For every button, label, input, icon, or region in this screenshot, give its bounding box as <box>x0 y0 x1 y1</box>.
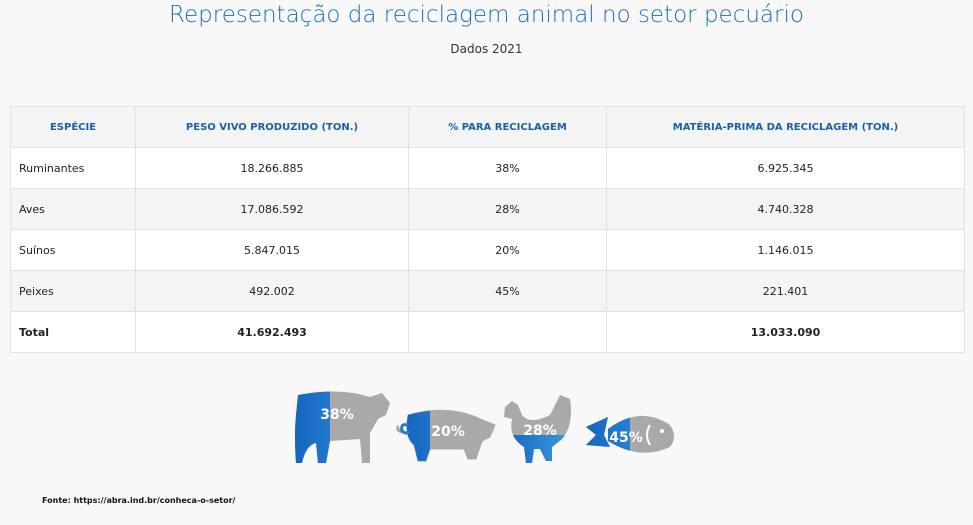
fish-icon: 45% <box>586 415 674 453</box>
icon-label: 38% <box>320 407 354 423</box>
col-header: ESPÉCIE <box>10 106 136 148</box>
cell: 4.740.328 <box>606 188 965 230</box>
icon-label: 28% <box>523 423 557 439</box>
cell: Ruminantes <box>10 147 136 189</box>
source: Fonte: https://abra.ind.br/conheca-o-set… <box>42 496 236 505</box>
cell: 45% <box>408 270 607 312</box>
cell: Aves <box>10 188 136 230</box>
title: Representação da reciclagem animal no se… <box>169 2 804 28</box>
col-header: MATÉRIA-PRIMA DA RECICLAGEM (TON.) <box>606 106 965 148</box>
pig-icon: 20% <box>396 409 496 462</box>
cell: 20% <box>408 229 607 271</box>
icon-label: 20% <box>431 424 465 440</box>
cell: 13.033.090 <box>606 311 965 353</box>
icon-label: 45% <box>609 430 643 446</box>
cell: Peixes <box>10 270 136 312</box>
table-row: Aves 17.086.592 28% 4.740.328 <box>10 188 965 230</box>
table-row: Ruminantes 18.266.885 38% 6.925.345 <box>10 147 965 189</box>
table-row: Peixes 492.002 45% 221.401 <box>10 270 965 312</box>
cell: 492.002 <box>135 270 409 312</box>
data-table: ESPÉCIE PESO VIVO PRODUZIDO (TON.) % PAR… <box>10 106 965 353</box>
cell: 38% <box>408 147 607 189</box>
cell: 28% <box>408 188 607 230</box>
cell: Total <box>10 311 136 353</box>
cell: 18.266.885 <box>135 147 409 189</box>
icons: 38% 20% 28% 45% <box>295 391 674 463</box>
cell: 17.086.592 <box>135 188 409 230</box>
cell: 1.146.015 <box>606 229 965 271</box>
table-row: Suínos 5.847.015 20% 1.146.015 <box>10 229 965 271</box>
cow-icon: 38% <box>295 391 390 463</box>
chicken-icon: 28% <box>504 395 571 463</box>
cell: 41.692.493 <box>135 311 409 353</box>
cell <box>408 311 607 353</box>
cell: 5.847.015 <box>135 229 409 271</box>
cell: 221.401 <box>606 270 965 312</box>
col-header: PESO VIVO PRODUZIDO (TON.) <box>135 106 409 148</box>
cell: Suínos <box>10 229 136 271</box>
col-header: % PARA RECICLAGEM <box>408 106 607 148</box>
subtitle: Dados 2021 <box>450 42 523 56</box>
cell: 6.925.345 <box>606 147 965 189</box>
